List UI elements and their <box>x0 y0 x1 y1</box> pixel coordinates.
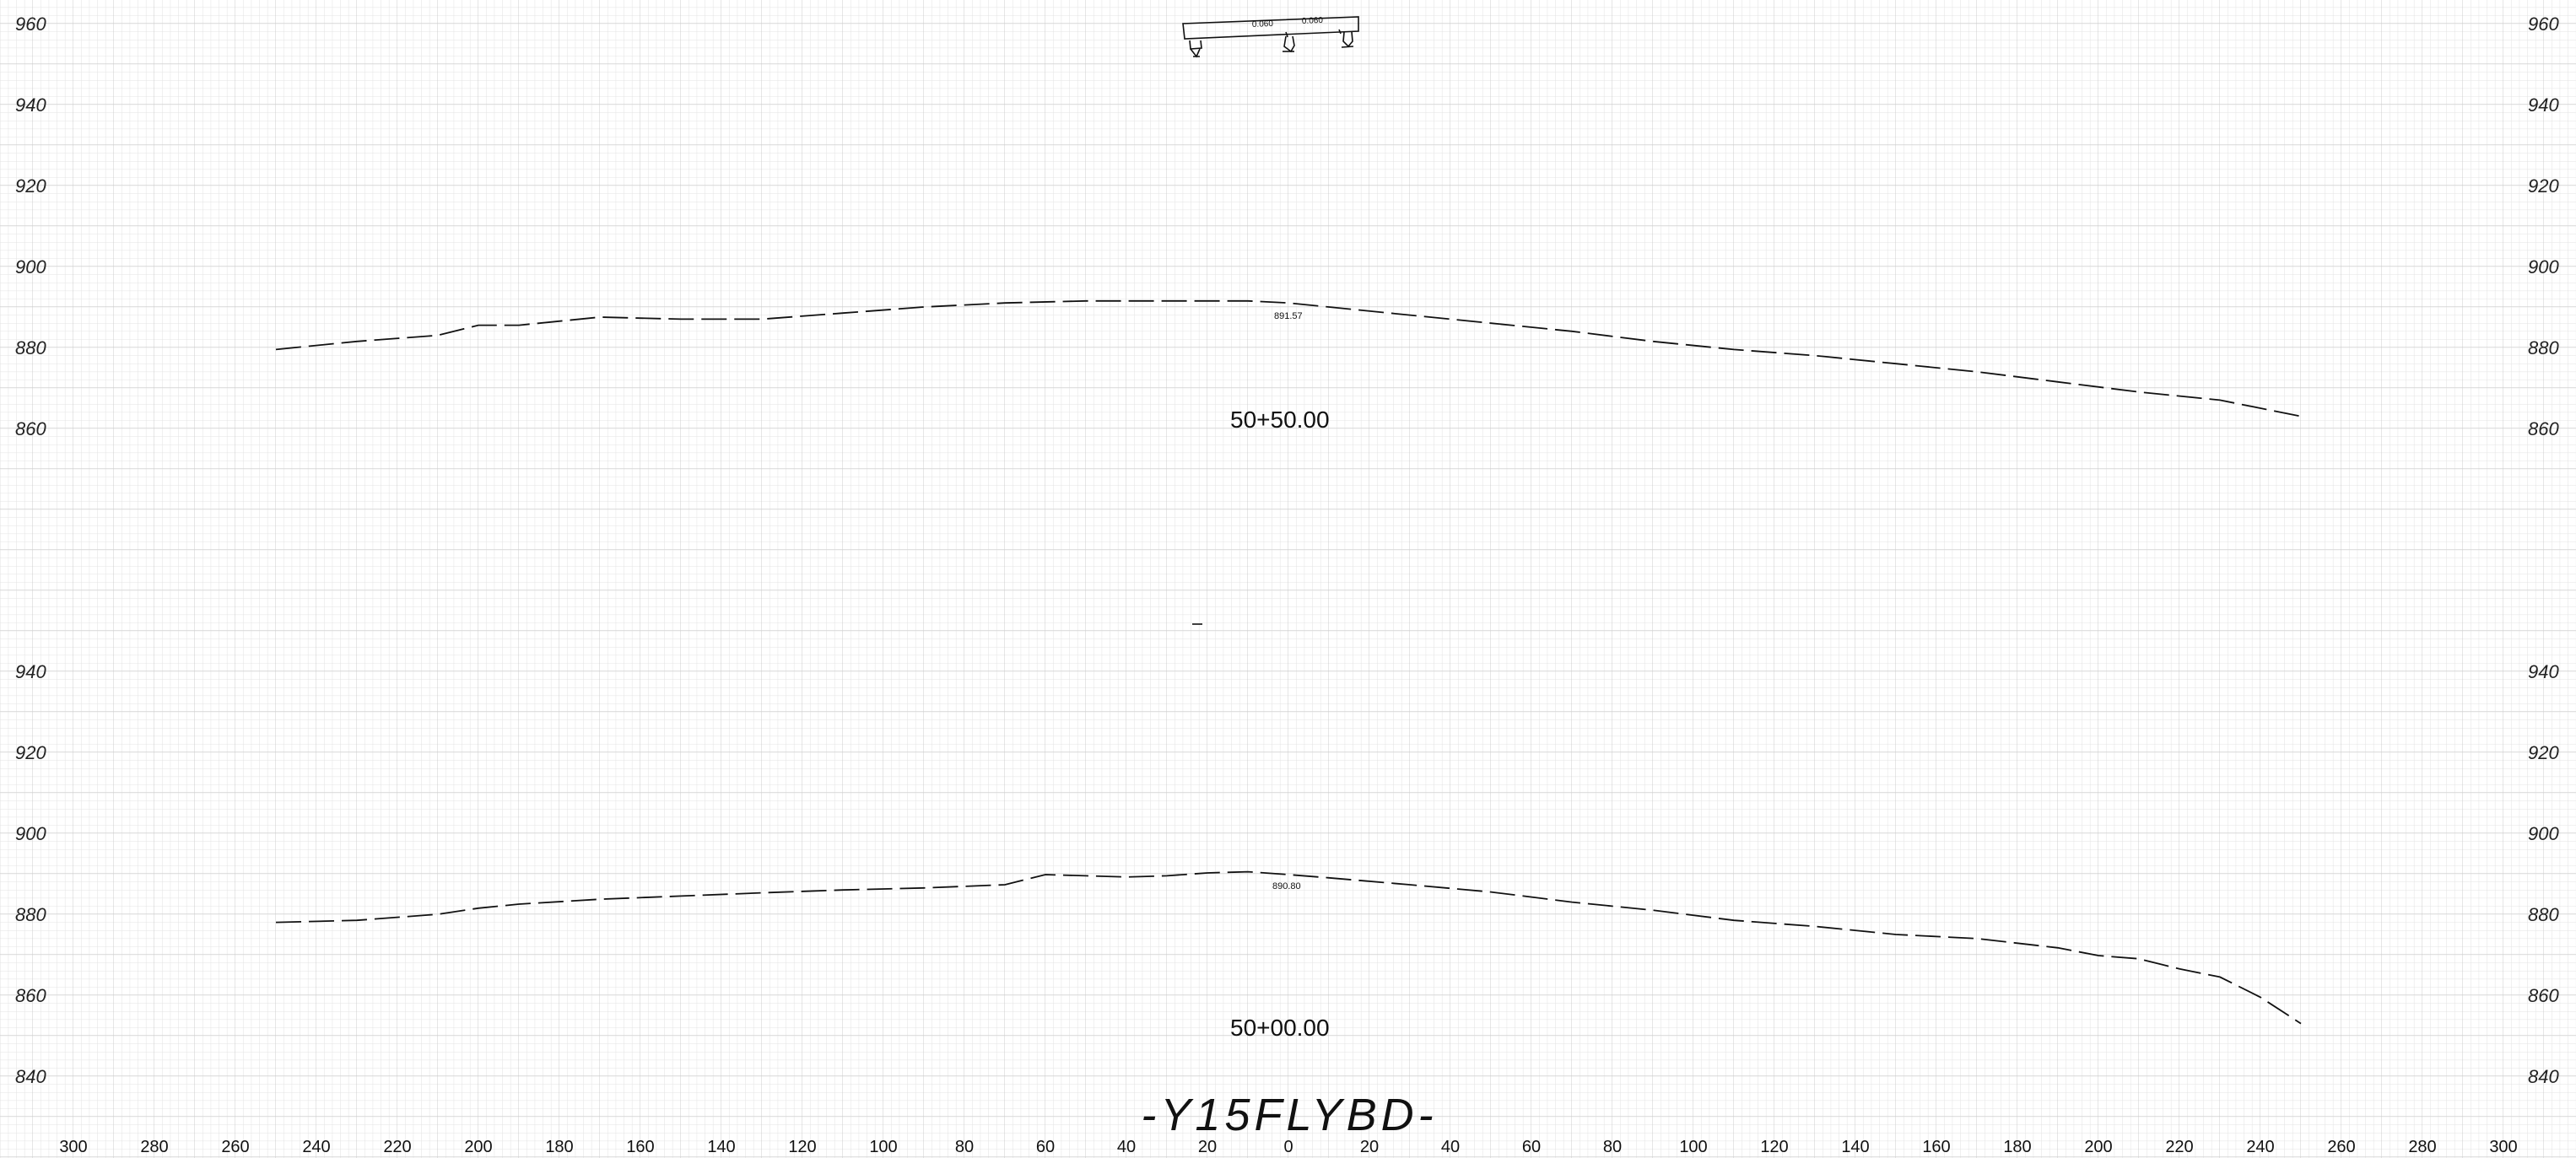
offset-tick-label: 100 <box>1679 1138 1707 1156</box>
slope-label-right: 0.060 <box>1302 16 1324 26</box>
elevation-label: 920 <box>2528 742 2559 763</box>
existing-ground-line <box>275 870 2302 1025</box>
elevation-labels-right-bottom: 940 920 900 880 860 840 <box>2528 661 2559 1087</box>
offset-tick-label: 60 <box>1036 1138 1055 1156</box>
drawing-title: -Y15FLYBD- <box>1141 1090 1437 1140</box>
elevation-label: 880 <box>15 904 46 925</box>
offset-tick-label: 180 <box>545 1138 573 1156</box>
offset-tick-label: 160 <box>1922 1138 1950 1156</box>
elevation-label: 940 <box>15 94 46 116</box>
offset-tick-label: 40 <box>1117 1138 1136 1156</box>
elevation-label: 900 <box>15 256 46 277</box>
elevation-label: 960 <box>15 13 46 35</box>
elevation-label: 860 <box>15 418 46 439</box>
offset-tick-label: 160 <box>626 1138 654 1156</box>
offset-tick-label: 280 <box>140 1138 168 1156</box>
elevation-label: 860 <box>2528 418 2559 439</box>
elevation-label: 940 <box>2528 94 2559 116</box>
elevation-label: 940 <box>15 661 46 682</box>
offset-tick-label: 300 <box>59 1138 87 1156</box>
elevation-label: 900 <box>15 823 46 844</box>
offset-tick-label: 100 <box>869 1138 897 1156</box>
elevation-label: 920 <box>2528 175 2559 197</box>
offset-tick-label: 200 <box>2084 1138 2112 1156</box>
elevation-label: 860 <box>2528 985 2559 1006</box>
offset-tick-label: 140 <box>1841 1138 1869 1156</box>
offset-tick-label: 0 <box>1283 1138 1293 1156</box>
offset-tick-label: 280 <box>2408 1138 2436 1156</box>
elevation-label: 880 <box>15 337 46 358</box>
offset-tick-label: 20 <box>1198 1138 1217 1156</box>
offset-tick-label: 220 <box>2165 1138 2193 1156</box>
offset-tick-label: 260 <box>221 1138 249 1156</box>
elevation-labels-left-bottom: 940 920 900 880 860 840 <box>15 661 46 1087</box>
offset-tick-label: 120 <box>1760 1138 1788 1156</box>
station-label: 50+00.00 <box>1230 1015 1330 1041</box>
offset-tick-label: 220 <box>383 1138 411 1156</box>
offset-tick-label: 60 <box>1522 1138 1541 1156</box>
elevation-label: 920 <box>15 175 46 197</box>
elevation-label: 940 <box>2528 661 2559 682</box>
offset-tick-label: 240 <box>2246 1138 2274 1156</box>
slope-label-left: 0.060 <box>1252 19 1274 30</box>
elevation-labels-right-top: 960 940 920 900 880 860 <box>2528 13 2559 439</box>
elevation-label: 960 <box>2528 13 2559 35</box>
existing-ground-line <box>275 299 2302 417</box>
centerline-elevation: 890.80 <box>1272 881 1301 891</box>
offset-tick-label: 140 <box>707 1138 735 1156</box>
elevation-label: 900 <box>2528 256 2559 277</box>
bridge-deck-sketch: 0.060 0.060 <box>1182 16 1359 58</box>
offset-tick-label: 120 <box>788 1138 816 1156</box>
offset-tick-label: 20 <box>1360 1138 1379 1156</box>
offset-tick-label: 80 <box>955 1138 974 1156</box>
elevation-label: 860 <box>15 985 46 1006</box>
offset-tick-label: 180 <box>2003 1138 2031 1156</box>
elevation-label: 840 <box>15 1066 46 1087</box>
section-50-00: 940 920 900 880 860 840 940 920 900 880 … <box>15 661 2559 1087</box>
station-label: 50+50.00 <box>1230 407 1330 433</box>
offset-axis: 300 280 260 240 220 200 180 160 140 120 100 80 60 40 2… <box>59 1138 2517 1156</box>
section-50-50: 960 940 920 900 880 860 960 940 920 900 … <box>15 13 2559 439</box>
offset-tick-label: 80 <box>1603 1138 1622 1156</box>
elevation-labels-left-top: 960 940 920 900 880 860 <box>15 13 46 439</box>
centerline-elevation: 891.57 <box>1274 311 1303 321</box>
elevation-label: 880 <box>2528 904 2559 925</box>
offset-tick-label: 200 <box>464 1138 492 1156</box>
offset-tick-label: 240 <box>302 1138 330 1156</box>
offset-tick-label: 300 <box>2489 1138 2517 1156</box>
elevation-label: 900 <box>2528 823 2559 844</box>
elevation-label: 880 <box>2528 337 2559 358</box>
elevation-label: 840 <box>2528 1066 2559 1087</box>
offset-tick-label: 260 <box>2327 1138 2355 1156</box>
elevation-label: 920 <box>15 742 46 763</box>
offset-tick-label: 40 <box>1441 1138 1460 1156</box>
